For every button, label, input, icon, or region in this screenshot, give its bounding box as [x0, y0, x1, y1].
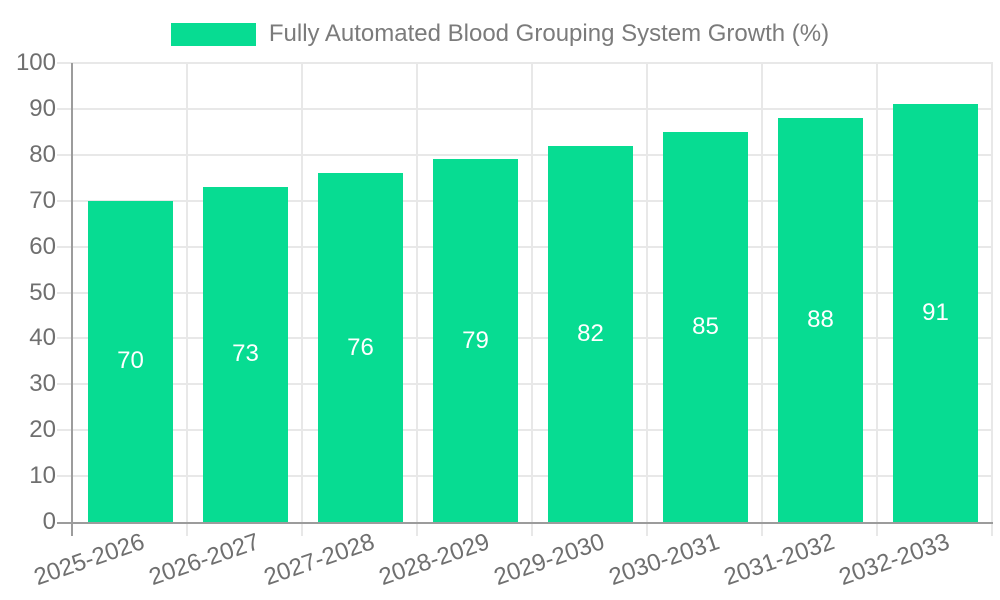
y-tick-label-0: 0: [42, 508, 56, 535]
bar-2031-2032[interactable]: 88: [778, 118, 863, 522]
y-axis-line: [71, 63, 73, 536]
gridline-y-70: [57, 199, 993, 202]
bar-value-label: 85: [692, 312, 719, 340]
x-tick-label-2031-2032: 2031-2032: [720, 528, 838, 592]
legend-swatch: [170, 22, 256, 46]
legend[interactable]: Fully Automated Blood Grouping System Gr…: [0, 20, 1000, 48]
y-tick-label-20: 20: [29, 416, 56, 444]
bar-value-label: 76: [347, 333, 374, 361]
gridline-x-boundary-3: [416, 63, 418, 536]
bar-2027-2028[interactable]: 76: [318, 173, 403, 522]
legend-label: Fully Automated Blood Grouping System Gr…: [268, 20, 830, 47]
gridline-x-boundary-7: [876, 63, 878, 536]
x-tick-label-2025-2026: 2025-2026: [30, 528, 148, 592]
x-axis-line: [57, 522, 993, 524]
bar-value-label: 70: [117, 347, 144, 375]
y-tick-label-70: 70: [29, 186, 56, 214]
x-tick-label-2029-2030: 2029-2030: [490, 528, 608, 592]
bar-value-label: 82: [577, 319, 604, 347]
y-tick-label-30: 30: [29, 370, 56, 398]
y-tick-label-40: 40: [29, 324, 56, 352]
gridline-y-30: [57, 383, 993, 386]
gridline-y-100: [57, 62, 993, 64]
bar-2032-2033[interactable]: 91: [893, 104, 978, 522]
bar-2028-2029[interactable]: 79: [433, 159, 518, 522]
plot-area: 70 73 76 79 82 85 88 91: [57, 62, 993, 536]
gridline-y-10: [57, 475, 993, 478]
gridline-x-boundary-8: [991, 63, 993, 536]
bar-2026-2027[interactable]: 73: [203, 186, 288, 522]
x-tick-label-2027-2028: 2027-2028: [260, 528, 378, 592]
gridline-x-boundary-2: [301, 63, 303, 536]
x-tick-label-2032-2033: 2032-2033: [835, 528, 953, 592]
y-tick-label-60: 60: [29, 232, 56, 260]
gridline-y-80: [57, 153, 993, 156]
y-tick-label-80: 80: [29, 140, 56, 168]
y-tick-label-50: 50: [29, 278, 56, 306]
y-tick-label-10: 10: [29, 462, 56, 490]
x-tick-label-2030-2031: 2030-2031: [605, 528, 723, 592]
bar-2030-2031[interactable]: 85: [663, 131, 748, 522]
x-tick-label-2028-2029: 2028-2029: [375, 528, 493, 592]
x-tick-label-2026-2027: 2026-2027: [145, 528, 263, 592]
gridline-x-boundary-4: [531, 63, 533, 536]
y-tick-label-90: 90: [29, 94, 56, 122]
bar-value-label: 73: [232, 340, 259, 368]
bar-value-label: 88: [807, 306, 834, 334]
gridline-y-90: [57, 107, 993, 110]
bar-2029-2030[interactable]: 82: [548, 145, 633, 522]
gridline-x-boundary-5: [646, 63, 648, 536]
gridline-y-60: [57, 245, 993, 248]
bar-value-label: 79: [462, 326, 489, 354]
gridline-x-boundary-6: [761, 63, 763, 536]
bar-value-label: 91: [922, 299, 949, 327]
y-tick-label-100: 100: [15, 49, 56, 76]
gridline-y-20: [57, 429, 993, 432]
gridline-x-boundary-1: [186, 63, 188, 536]
gridline-y-50: [57, 291, 993, 294]
gridline-y-40: [57, 337, 993, 340]
bar-2025-2026[interactable]: 70: [88, 200, 173, 522]
